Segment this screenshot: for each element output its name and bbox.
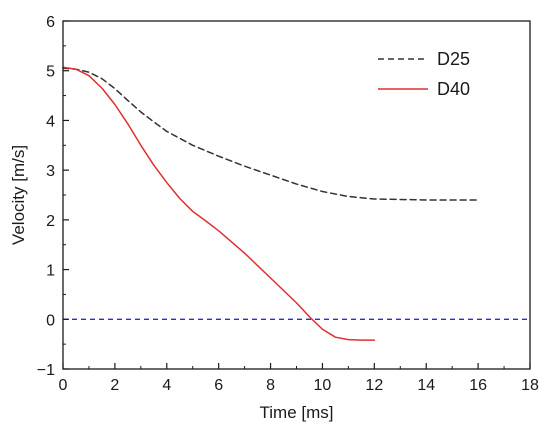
y-tick-label: 4 (46, 113, 55, 130)
x-tick-label: 8 (266, 377, 275, 394)
x-tick-label: 2 (110, 377, 119, 394)
plot-area (63, 21, 530, 369)
x-tick-label: 16 (469, 377, 487, 394)
legend: D25 D40 (378, 49, 470, 99)
x-tick-label: 4 (162, 377, 171, 394)
series-line-d40 (62, 66, 376, 341)
x-tick-label: 14 (417, 377, 435, 394)
x-tick-label: 18 (521, 377, 539, 394)
series-line-d25 (62, 67, 479, 201)
x-tick-label: 12 (365, 377, 383, 394)
y-tick-label: −1 (37, 362, 55, 379)
x-tick-label: 10 (314, 377, 332, 394)
y-tick-label: 0 (46, 312, 55, 329)
y-axis-title: Velocity [m/s] (9, 145, 28, 245)
x-tick-label: 0 (59, 377, 68, 394)
x-tick-label: 6 (214, 377, 223, 394)
x-axis-title: Time [ms] (260, 403, 334, 422)
series-group (62, 66, 479, 341)
y-tick-label: 6 (46, 14, 55, 31)
legend-label-d25: D25 (437, 49, 470, 69)
y-tick-label: 2 (46, 213, 55, 230)
y-tick-label: 5 (46, 64, 55, 81)
legend-label-d40: D40 (437, 79, 470, 99)
y-tick-label: 1 (46, 263, 55, 280)
y-tick-label: 3 (46, 163, 55, 180)
